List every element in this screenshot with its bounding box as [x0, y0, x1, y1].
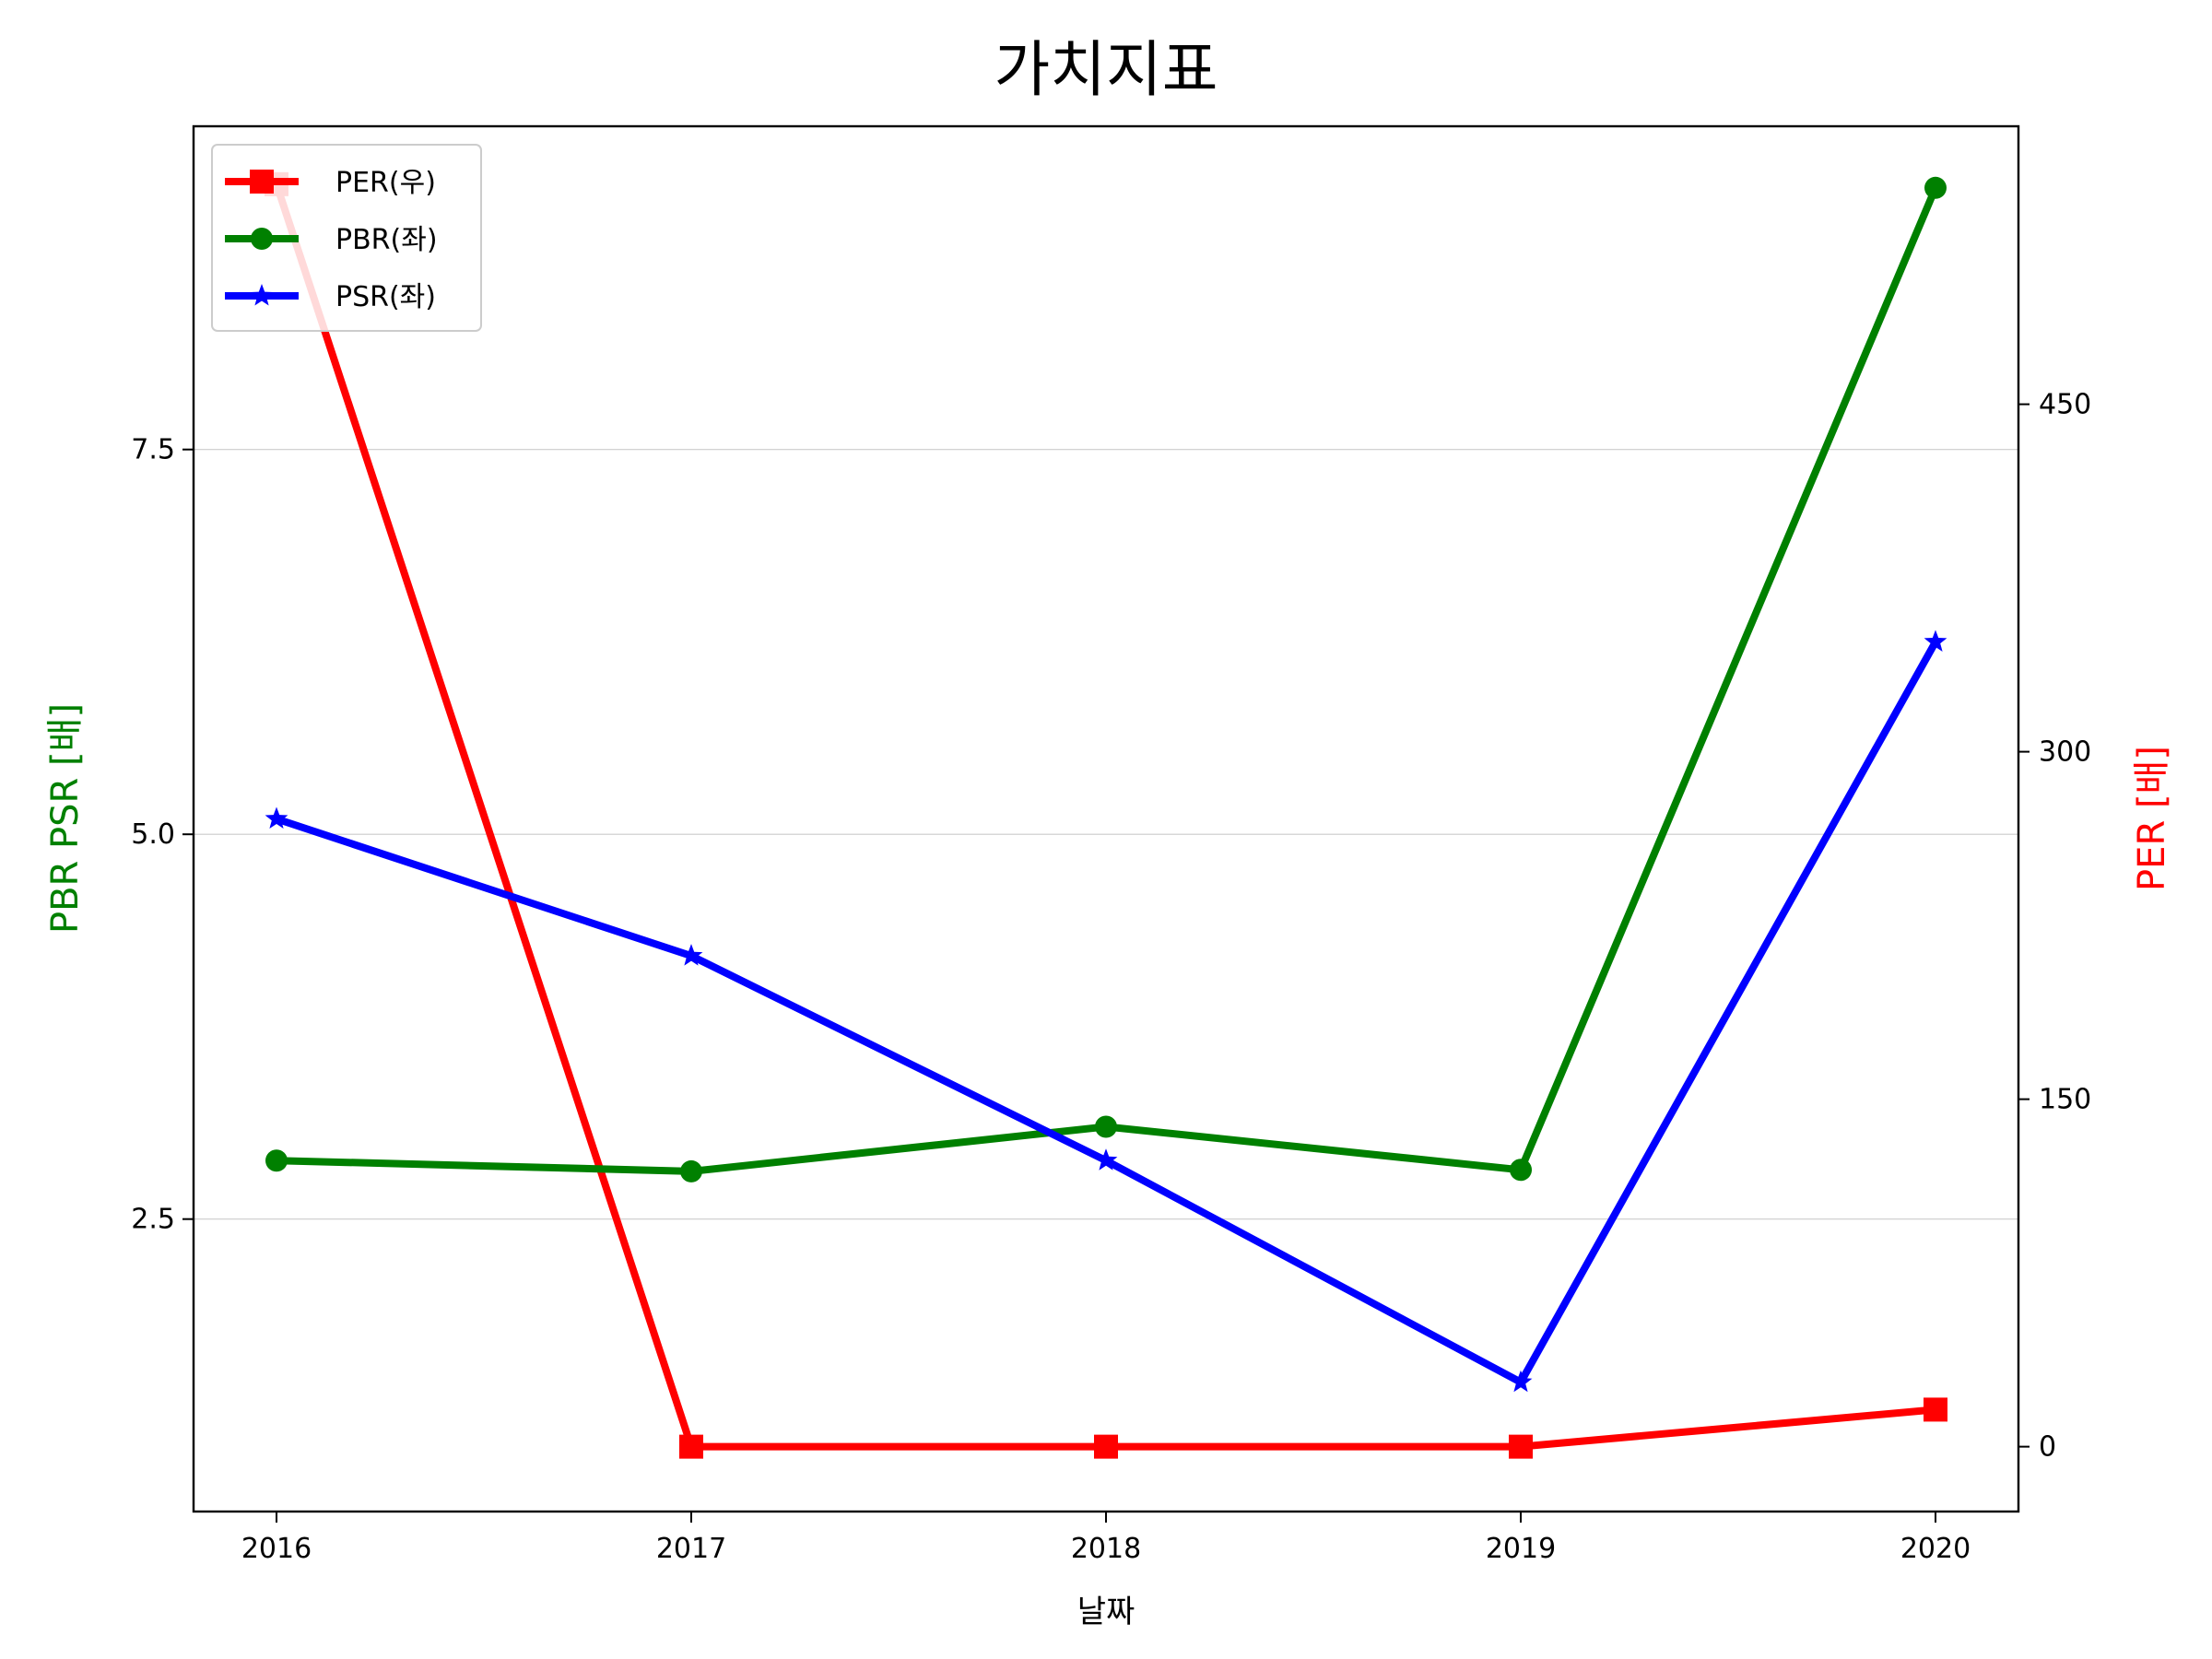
legend-label: PBR(좌): [335, 224, 438, 256]
data-point: [1924, 629, 1947, 652]
x-tick-label: 2018: [1071, 1533, 1141, 1565]
left-y-tick-label: 7.5: [131, 434, 175, 466]
data-point: [1094, 1148, 1118, 1171]
x-tick-label: 2019: [1486, 1533, 1556, 1565]
right-y-tick-label: 300: [2039, 736, 2091, 769]
data-point: [1924, 1397, 1947, 1422]
x-tick-label: 2020: [1900, 1533, 1971, 1565]
left-y-tick-label: 5.0: [131, 818, 175, 851]
data-point: [265, 806, 288, 829]
series-lines: [265, 171, 1947, 1459]
x-tick-label: 2017: [656, 1533, 726, 1565]
data-point: [679, 944, 703, 966]
right-y-axis: 0 150 300 450: [2018, 389, 2091, 1464]
x-axis: 2016 2017 2018 2019 2020: [241, 1512, 1971, 1565]
data-point: [1094, 1434, 1118, 1459]
left-y-axis-label: PBR PSR [배]: [44, 703, 87, 934]
left-y-axis: 2.5 5.0 7.5: [131, 434, 194, 1236]
legend-box: [211, 144, 482, 332]
legend: PER(우) PBR(좌) PSR(좌): [211, 144, 482, 332]
x-axis-label: 날짜: [1077, 1594, 1135, 1630]
data-point: [1509, 1434, 1533, 1459]
chart-title: 가치지표: [994, 34, 1218, 105]
left-y-tick-label: 2.5: [131, 1204, 175, 1236]
data-point: [1510, 1159, 1532, 1182]
x-tick-label: 2016: [241, 1533, 312, 1565]
data-point: [265, 1149, 288, 1172]
data-point: [680, 1159, 702, 1182]
legend-label: PSR(좌): [335, 281, 436, 313]
data-point: [679, 1434, 703, 1459]
grid-lines: [194, 449, 2018, 1220]
right-y-tick-label: 150: [2039, 1084, 2091, 1116]
data-point: [1095, 1115, 1117, 1138]
legend-label: PER(우): [335, 167, 436, 199]
right-y-tick-label: 0: [2039, 1431, 2056, 1464]
legend-marker: [250, 284, 274, 306]
data-point: [1924, 176, 1947, 199]
right-y-axis-label: PER [배]: [2131, 746, 2173, 891]
right-y-tick-label: 450: [2039, 389, 2091, 421]
legend-marker: [251, 228, 273, 250]
data-point: [1509, 1370, 1533, 1393]
legend-marker: [250, 170, 274, 194]
